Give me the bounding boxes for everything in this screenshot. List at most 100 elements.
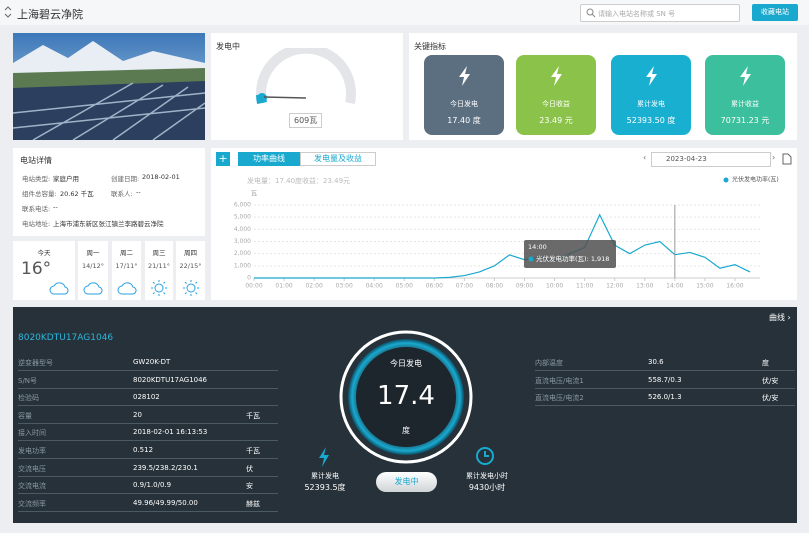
y-axis-label: 瓦 [251,191,257,198]
curve-link-text[interactable]: 曲线 [769,313,785,322]
station-details-card [13,148,205,236]
row-label: 直流电压/电流1 [535,376,584,385]
detail-value: 20.62 千瓦 [60,190,94,198]
weather-card [112,241,141,300]
row-label: 直流电压/电流2 [535,394,584,403]
station-photo [13,33,205,140]
x-tick-label: 04:00 [366,283,383,290]
weather-temp: 16° [21,259,52,279]
row-label: 内部温度 [535,359,563,367]
next-date[interactable]: › [772,153,776,162]
x-tick-label: 15:00 [696,283,713,290]
weather-icon [117,282,136,295]
back-icon[interactable] [3,5,13,19]
row-label: 发电功率 [18,447,46,455]
y-tick-label: 1,000 [234,262,251,269]
row-value: 20 [133,410,142,419]
metric-value: 17.40 度 [447,116,481,125]
weather-day: 今天 [37,249,51,257]
row-unit: 伏 [246,464,253,473]
row-value: 0.9/1.0/0.9 [133,481,172,490]
weather-temp: 21/11° [148,262,170,270]
weather-card [13,241,75,300]
detail-label: 电站类型: [22,175,51,183]
today-value: 17.4 [377,381,435,411]
status-title: 发电中 [216,42,240,51]
weather-day: 周四 [184,249,197,257]
total-label: 累计发电 [311,472,339,480]
tooltip-box [524,240,616,268]
metric-tile [516,55,596,135]
metric-label: 今日收益 [542,100,570,108]
x-tick-label: 12:00 [606,283,623,290]
weather-day: 周三 [152,249,166,257]
row-divider [18,510,278,512]
x-tick-label: 02:00 [305,283,322,290]
favorite-button[interactable]: 收藏电站 [752,4,798,21]
y-tick-label: 4,000 [234,226,251,233]
row-divider [535,387,795,389]
weather-icon [182,280,199,296]
row-value: 028102 [133,393,160,402]
download-icon[interactable] [782,153,792,165]
row-unit: 度 [762,359,769,367]
row-divider [18,422,278,424]
hours-icon [476,447,494,465]
weather-icon [49,282,69,295]
row-value: 0.512 [133,446,154,454]
x-tick-label: 06:00 [426,283,443,290]
tab-energy[interactable]: 发电量及收益 [300,152,376,166]
row-label: 交流电流 [18,482,46,491]
row-label: 交流电压 [18,464,46,473]
weather-temp: 17/11° [115,262,138,270]
date-picker[interactable] [651,152,771,167]
station-details-title: 电站详情 [20,156,52,165]
inverter-sn: 8020KDTU17AG1046 [18,333,114,343]
metric-label: 累计收益 [731,100,759,108]
metric-tile [611,55,691,135]
x-tick-label: 07:00 [456,283,473,290]
metric-label: 今日发电 [450,100,478,108]
power-line [254,213,751,279]
y-tick-label: 3,000 [234,238,251,245]
metric-icon [551,66,562,86]
x-tick-label: 10:00 [546,283,563,290]
metric-tile [424,55,504,135]
prev-date[interactable]: ‹ [643,153,647,162]
row-label: 检验码 [18,394,39,403]
row-divider [18,440,278,442]
row-unit: 赫兹 [246,499,260,508]
power-value: 609瓦 [289,113,323,128]
search-placeholder: 请输入电站名称或 SN 号 [598,10,676,18]
curve-link[interactable]: 曲线 › [769,313,791,322]
tooltip-text: 光伏发电功率(瓦): 1,918 [536,254,609,263]
row-value: GW20K-DT [133,358,171,366]
row-divider [18,458,278,459]
row-divider [18,387,278,389]
row-divider [535,405,795,407]
detail-label: 联系电话: [22,205,51,213]
x-tick-label: 08:00 [486,283,503,290]
metric-tile [705,55,785,135]
row-label: 容量 [18,411,32,420]
metric-value: 23.49 元 [539,116,573,125]
summary-energy: 发电量：17.40度 [247,177,303,185]
status-button[interactable]: 发电中 [376,472,437,492]
row-divider [18,475,278,477]
metric-icon [646,66,657,86]
x-tick-label: 11:00 [576,283,593,290]
detail-value: -- [136,188,141,196]
today-ring [339,330,473,464]
x-tick-label: 03:00 [336,283,353,290]
detail-value: 上海市浦东新区张江镇兰李路碧云净院 [53,220,164,228]
detail-label: 创建日期: [111,175,140,183]
total-icon [319,447,329,467]
legend-marker [723,177,729,183]
tooltip-time: 14:00 [528,243,547,251]
power-gauge [256,48,356,105]
search-box[interactable] [580,4,740,22]
add-button[interactable]: + [216,152,230,166]
tab-power[interactable]: 功率曲线 [238,152,300,166]
row-label: 接入时间 [18,429,46,438]
